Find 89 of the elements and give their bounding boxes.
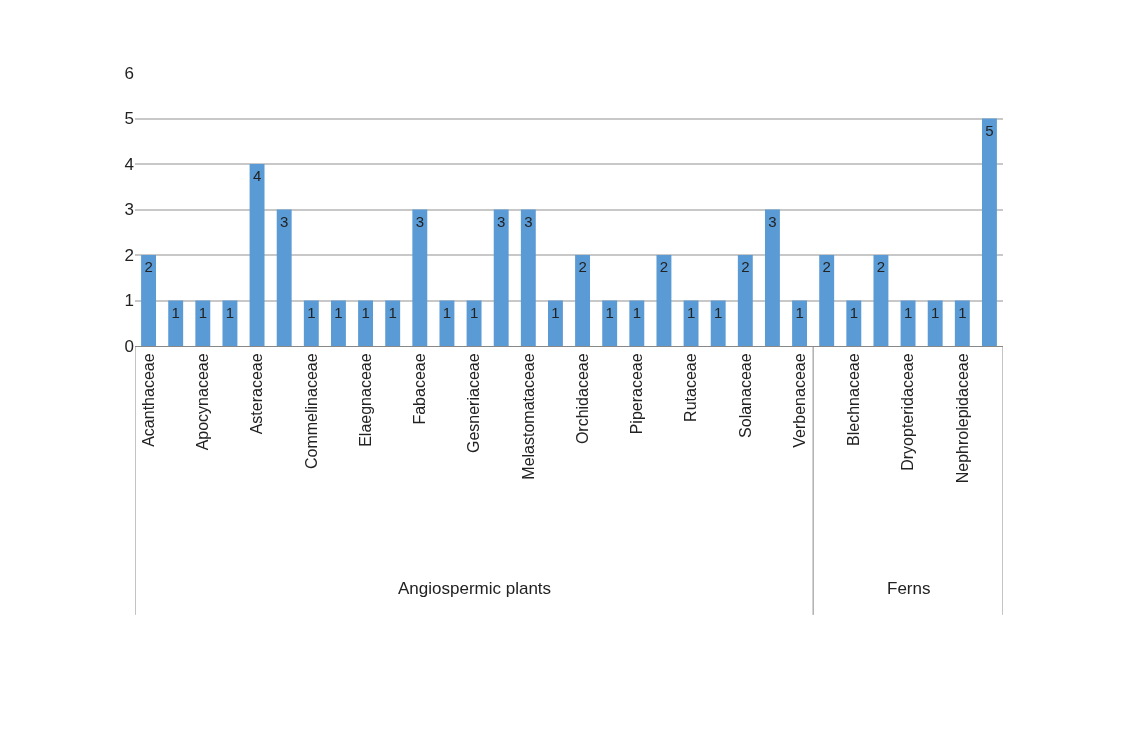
bar [927, 300, 943, 346]
bar [276, 209, 292, 346]
bar [873, 255, 889, 346]
bar [141, 255, 157, 346]
bar [303, 300, 319, 346]
data-label: 2 [144, 258, 153, 275]
data-label: 1 [686, 303, 696, 321]
data-label: 1 [551, 303, 560, 321]
bar [602, 300, 618, 346]
bar [222, 300, 238, 346]
bar [737, 255, 753, 346]
data-label: 5 [985, 121, 994, 139]
x-tick-label: Apocynaceae [194, 353, 212, 451]
data-label: 1 [958, 303, 967, 321]
bar [900, 300, 916, 346]
bar [764, 209, 780, 346]
bar [195, 300, 211, 346]
y-tick-label: 6 [124, 63, 134, 83]
x-tick-label: Gesneriaceae [465, 353, 483, 454]
x-tick-label: Rutaceae [682, 353, 700, 422]
bar [710, 300, 726, 346]
x-tick-label: Blechnaceae [845, 353, 863, 446]
bar [819, 255, 835, 346]
data-label: 1 [931, 303, 940, 321]
data-label: 3 [415, 212, 424, 230]
bar [358, 300, 374, 346]
bar [385, 300, 401, 346]
text: Ferns [887, 579, 931, 598]
x-tick-label: Acanthaceae [139, 353, 157, 447]
x-tick-label: Orchidaceae [573, 353, 591, 445]
data-label: 1 [605, 303, 614, 321]
data-label: 1 [198, 303, 207, 321]
data-label: 4 [252, 167, 262, 184]
x-tick-label: Elaegnaceae [356, 353, 374, 447]
data-label: 1 [361, 303, 370, 321]
text: Angiospermic plants [398, 579, 552, 598]
x-tick-label: Asteraceae [248, 353, 266, 435]
data-label: 2 [578, 258, 587, 275]
bar [683, 300, 699, 346]
x-tick-label: Verbenaceae [790, 353, 808, 448]
data-label: 1 [903, 303, 913, 321]
bar [330, 300, 346, 346]
data-label: 1 [469, 303, 479, 321]
bar [439, 300, 455, 346]
bar [466, 300, 482, 346]
data-label: 1 [388, 303, 397, 321]
x-tick-label: Solanaceae [736, 353, 754, 438]
bar [656, 255, 672, 346]
x-tick-label: Melastomataceae [519, 353, 537, 480]
data-label: 1 [849, 303, 858, 321]
bar [493, 209, 509, 346]
y-tick-label: 2 [124, 245, 134, 265]
bar [547, 300, 563, 346]
data-label: 1 [307, 303, 316, 321]
x-tick-label: Fabaceae [411, 353, 429, 425]
bar [168, 300, 184, 346]
y-tick-label: 1 [124, 291, 134, 311]
y-tick-label: 5 [124, 109, 134, 129]
y-tick-label: 0 [124, 336, 134, 356]
bar [792, 300, 808, 346]
data-label: 3 [768, 212, 777, 230]
data-label: 1 [225, 303, 235, 321]
bar [520, 209, 536, 346]
bar [846, 300, 862, 346]
data-label: 3 [280, 212, 289, 230]
x-tick-label: Commelinaceae [302, 353, 320, 470]
bar [981, 118, 997, 346]
data-label: 3 [497, 212, 506, 230]
bar [629, 300, 645, 346]
y-tick-label: 3 [124, 200, 134, 220]
bar [954, 300, 970, 346]
data-label: 2 [659, 258, 669, 275]
data-label: 2 [876, 258, 886, 275]
data-label: 2 [741, 258, 750, 275]
data-label: 1 [795, 303, 804, 321]
data-label: 1 [442, 303, 452, 321]
data-label: 1 [334, 303, 343, 321]
data-label: 1 [171, 303, 180, 321]
y-tick-label: 4 [124, 154, 134, 174]
x-tick-label: Dryopteridaceae [899, 353, 917, 471]
x-tick-label: Nephrolepidaceae [953, 353, 971, 484]
data-label: 1 [714, 303, 723, 321]
bar [575, 255, 591, 346]
data-label: 1 [632, 303, 641, 321]
data-label: 2 [822, 258, 831, 275]
bar [249, 164, 265, 346]
data-label: 3 [524, 212, 533, 230]
bar [412, 209, 428, 346]
x-tick-label: Piperaceae [628, 353, 646, 435]
